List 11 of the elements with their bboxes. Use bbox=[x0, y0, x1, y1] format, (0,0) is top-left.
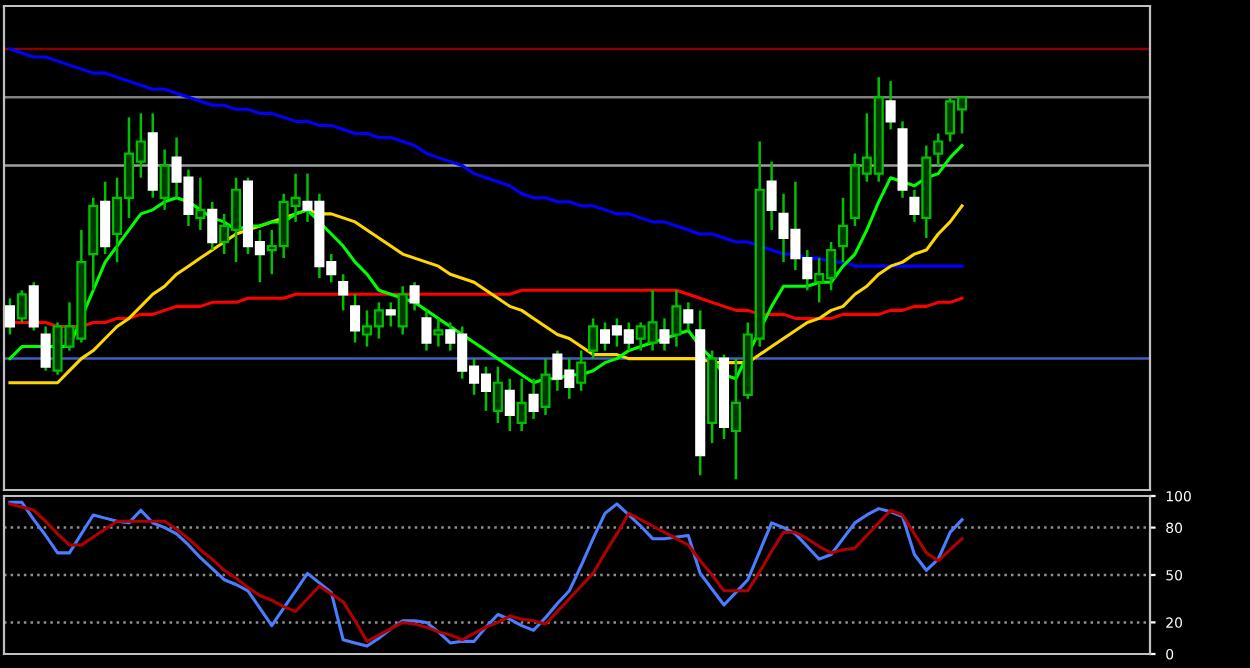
candlestick bbox=[159, 148, 170, 212]
candlestick bbox=[540, 357, 551, 417]
candlestick bbox=[897, 120, 908, 200]
candlestick bbox=[671, 289, 682, 348]
candlestick bbox=[195, 176, 206, 232]
candlestick bbox=[730, 357, 741, 481]
candlestick bbox=[516, 377, 527, 433]
candlestick bbox=[397, 285, 408, 336]
candlestick bbox=[921, 144, 932, 240]
candlestick bbox=[88, 196, 99, 292]
candlestick bbox=[433, 317, 444, 348]
